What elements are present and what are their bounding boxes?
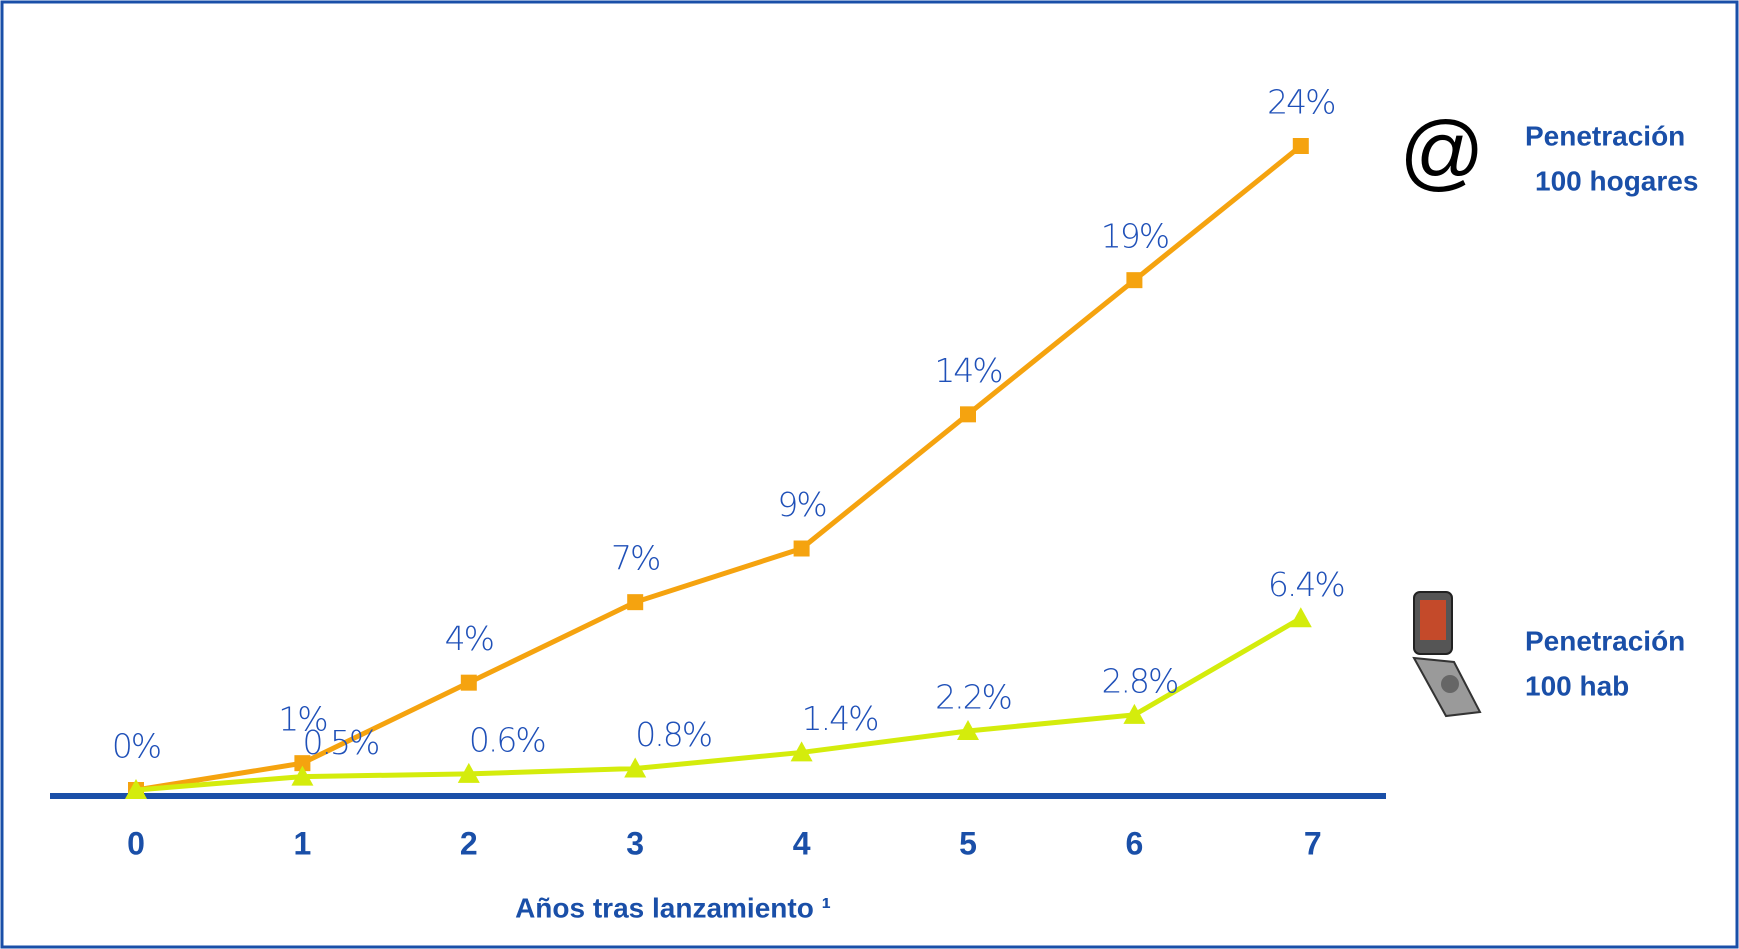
value-label: 9%	[777, 485, 825, 524]
legend-label: Penetración	[1525, 625, 1685, 656]
value-label: 1%	[278, 700, 326, 739]
value-label: 7%	[611, 539, 659, 578]
marker	[793, 540, 810, 557]
x-tick-label: 3	[626, 825, 644, 861]
marker	[957, 719, 979, 740]
legend-icon: @	[1399, 104, 1484, 198]
value-label: 2.2%	[935, 677, 1011, 716]
marker	[1289, 607, 1312, 628]
x-axis-label: Años tras lanzamiento ¹	[515, 892, 831, 923]
marker	[1123, 703, 1146, 724]
value-label: 19%	[1101, 217, 1168, 256]
value-label: 0.8%	[635, 715, 711, 754]
marker	[457, 762, 480, 783]
series-line	[135, 144, 1303, 793]
x-tick-label: 5	[959, 825, 977, 861]
x-tick-label: 0	[127, 825, 145, 861]
marker	[125, 779, 147, 799]
legend-label: 100 hogares	[1535, 165, 1698, 196]
x-tick-label: 6	[1126, 825, 1144, 861]
value-label: 0.5%	[302, 723, 378, 762]
marker	[460, 674, 477, 691]
value-label: 0%	[112, 727, 160, 766]
phone-icon	[1412, 591, 1482, 718]
value-label: 24%	[1267, 83, 1334, 122]
x-tick-label: 7	[1304, 825, 1322, 861]
marker	[1292, 138, 1309, 154]
legend-label: Penetración	[1525, 120, 1685, 151]
marker	[1126, 272, 1143, 289]
series-line	[135, 616, 1303, 793]
legend-label: 100 hab	[1525, 670, 1629, 701]
x-tick-label: 4	[793, 825, 811, 861]
value-label: 1.4%	[802, 699, 878, 738]
x-tick-label: 1	[294, 825, 312, 861]
marker	[627, 594, 644, 611]
marker	[291, 765, 314, 786]
value-label: 14%	[934, 351, 1001, 390]
x-tick-label: 2	[460, 825, 478, 861]
value-label: 0.6%	[469, 720, 545, 759]
marker	[624, 757, 647, 778]
marker	[294, 755, 311, 772]
value-label: 4%	[445, 619, 493, 658]
marker	[790, 741, 813, 762]
value-label: 6.4%	[1268, 565, 1344, 604]
marker	[960, 406, 976, 423]
value-label: 2.8%	[1101, 661, 1177, 700]
